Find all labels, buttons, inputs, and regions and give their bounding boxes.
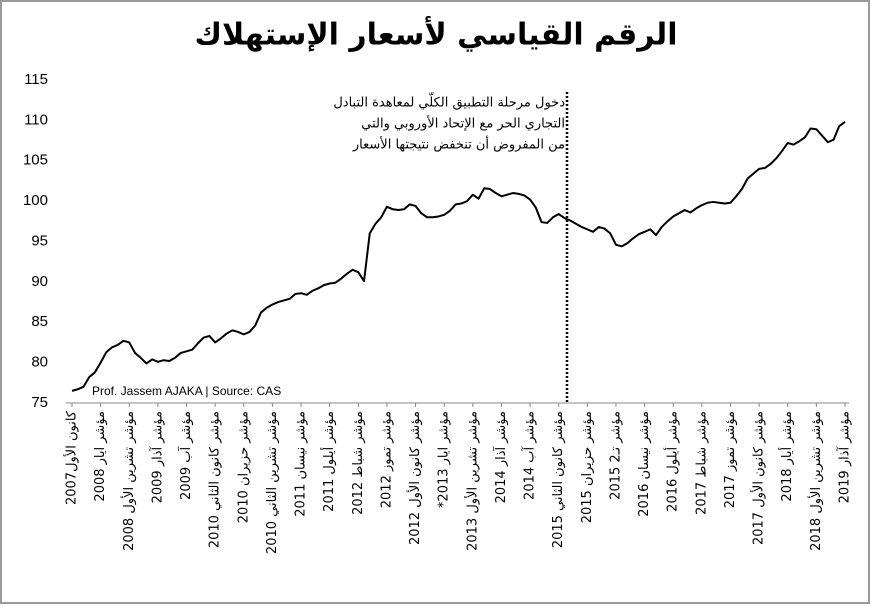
y-tick-label: 95: [31, 232, 48, 249]
y-tick-label: 115: [24, 71, 48, 88]
x-tick-label: مؤشر كانون الأول 2017: [750, 411, 767, 545]
x-tick-label: مؤشر شباط 2017: [694, 411, 709, 515]
x-tick-label: مؤشر حزيران 2015: [580, 411, 595, 523]
y-tick-label: 75: [31, 394, 48, 411]
x-tick-label: مؤشر ايار 2008: [93, 411, 108, 502]
x-tick-label: مؤشر كانون الأول 2012: [406, 411, 423, 545]
x-tick-label: مؤشر أيار 2018: [778, 411, 795, 502]
x-tick-label: مؤشر أيلول 2011: [320, 411, 337, 512]
x-tick-label: مؤشر تشرين الأول 2018: [807, 411, 824, 551]
x-tick-label: مؤشر كانون الثاني 2015: [551, 411, 566, 548]
annotation: دخول مرحلة التطبيق الكلّي لمعاهدة التباد…: [333, 92, 565, 111]
x-tick-label: مؤشر تموز 2017: [723, 411, 738, 508]
line: [71, 121, 846, 392]
x-tick-label: مؤشر ايار 2013*: [437, 411, 452, 508]
x-tick-label: مؤشر حزيران 2010: [236, 411, 251, 523]
x-tick-label: مؤشر آب 2014: [521, 411, 538, 500]
x-tick-label: مؤشر شباط 2012: [351, 411, 366, 515]
x-tick-label: مؤشر كانون الثاني 2010: [208, 411, 223, 548]
source: Prof. Jassem AJAKA | Source: CAS: [92, 384, 281, 398]
annotation: من المفروض أن تنخفض نتيجتها الأسعار: [352, 136, 565, 153]
x-tick-label: مؤشر أيلول 2016: [664, 411, 681, 512]
x-tick-label: مؤشر آذار 2019: [836, 411, 853, 503]
y-tick-label: 110: [24, 111, 48, 128]
y-tick-label: 105: [23, 152, 48, 169]
y-tick-label: 80: [31, 354, 48, 371]
x-tick-label: مؤشر تموز 2012: [379, 411, 394, 508]
x-tick-label: مؤشر تـ2 2015: [608, 411, 623, 500]
y-tick-label: 90: [31, 273, 48, 290]
x-tick-label: مؤشر آذار 2009: [148, 411, 165, 503]
y-tick-label: 100: [23, 192, 48, 209]
x-tick-label: مؤشر نيسان 2011: [294, 411, 309, 517]
x-tick-label: مؤشر تشرين الأول 2013: [463, 411, 480, 551]
x-tick-label: مؤشر تشرين الثاني 2010: [265, 411, 280, 554]
x-tick-label: مؤشر نيسان 2016: [637, 411, 652, 517]
annotation: التجاري الحر مع الإتحاد الأوروبي والتي: [361, 115, 565, 132]
x-tick-label: كانون الأول2007: [63, 410, 80, 505]
x-tick-label: مؤشر آذار 2014: [492, 411, 509, 503]
chart-title: الرقم القياسي لأسعار الإستهلاك: [195, 16, 678, 53]
y-tick-label: 85: [31, 313, 48, 330]
x-tick-label: مؤشر تشرين الأول 2008: [120, 411, 137, 551]
x-tick-label: مؤشر آب 2009: [177, 411, 194, 500]
